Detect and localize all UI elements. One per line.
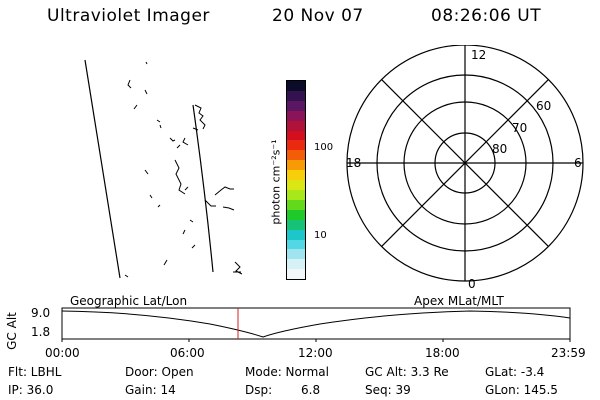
polar-label-18: 18: [346, 156, 361, 170]
coastlines: [124, 61, 243, 278]
mode-info: Mode: Normal: [245, 365, 329, 379]
polar-plot: 12 6 0 18 60 70 80: [346, 45, 584, 291]
colorbar-tick-10: 10: [314, 230, 327, 241]
colorbar-cell: [287, 209, 305, 220]
date-label: 20 Nov 07: [272, 6, 364, 26]
ip-info: IP: 36.0: [8, 383, 54, 397]
instrument-title: Ultraviolet Imager: [47, 6, 210, 26]
colorbar-cell: [287, 160, 305, 171]
colorbar-cell: [287, 90, 305, 101]
colorbar-cell: [287, 189, 305, 200]
colorbar-tick-100: 100: [314, 142, 334, 153]
timeline-x-tick-0000: 00:00: [45, 346, 80, 360]
timeline-x-tick-1200: 12:00: [298, 346, 333, 360]
polar-lat-60: 60: [536, 99, 551, 113]
timeline-y-tick-bottom: 1.8: [31, 325, 51, 339]
gc-alt-info: GC Alt: 3.3 Re: [365, 365, 449, 379]
colorbar-cell: [287, 259, 305, 270]
altitude-curve: [61, 310, 571, 338]
limb-line-right: [192, 104, 214, 273]
dsp-value: 6.8: [301, 383, 321, 397]
polar-lat-70: 70: [512, 121, 527, 135]
seq-info: Seq: 39: [365, 383, 411, 397]
timeline-x-tick-1800: 18:00: [425, 346, 460, 360]
colorbar-cell: [287, 269, 305, 279]
colorbar-cell: [287, 170, 305, 181]
colorbar-cell: [287, 229, 305, 240]
polar-label-12: 12: [471, 48, 486, 62]
timeline-frame: [61, 307, 571, 340]
limb-line-left: [84, 59, 121, 279]
timeline-x-tick-0600: 06:00: [170, 346, 205, 360]
timeline-y-label: GC Alt: [5, 312, 19, 350]
glat-info: GLat: -3.4: [485, 365, 545, 379]
timeline-y-tick-top: 9.0: [31, 306, 51, 320]
polar-diagonal-2: [381, 79, 549, 247]
colorbar-cell: [287, 150, 305, 161]
colorbar-unit-label: photon cm⁻²s⁻¹: [269, 139, 283, 225]
colorbar-cell: [287, 239, 305, 250]
colorbar-cell: [287, 249, 305, 260]
timeline-x-tick-2359: 23:59: [551, 346, 586, 360]
colorbar-cell: [287, 140, 305, 151]
glon-info: GLon: 145.5: [485, 383, 558, 397]
polar-label-6: 6: [574, 156, 582, 170]
polar-label-0: 0: [468, 277, 476, 291]
door-info: Door: Open: [125, 365, 194, 379]
timeline-left-label: Geographic Lat/Lon: [70, 294, 188, 308]
filter-info: Flt: LBHL: [8, 365, 62, 379]
timeline-right-label: Apex MLat/MLT: [414, 294, 504, 308]
colorbar-cell: [287, 130, 305, 141]
altitude-timeline: [61, 307, 571, 342]
colorbar-cell: [287, 110, 305, 121]
dsp-label: Dsp:: [245, 383, 273, 397]
colorbar-cell: [287, 219, 305, 230]
colorbar: [286, 80, 306, 280]
colorbar-cell: [287, 100, 305, 111]
colorbar-cell: [287, 81, 305, 91]
gain-info: Gain: 14: [125, 383, 176, 397]
colorbar-cell: [287, 180, 305, 190]
geographic-map: [84, 59, 243, 279]
time-label: 08:26:06 UT: [431, 6, 542, 26]
colorbar-cell: [287, 120, 305, 131]
colorbar-cell: [287, 199, 305, 210]
polar-lat-80: 80: [492, 142, 507, 156]
